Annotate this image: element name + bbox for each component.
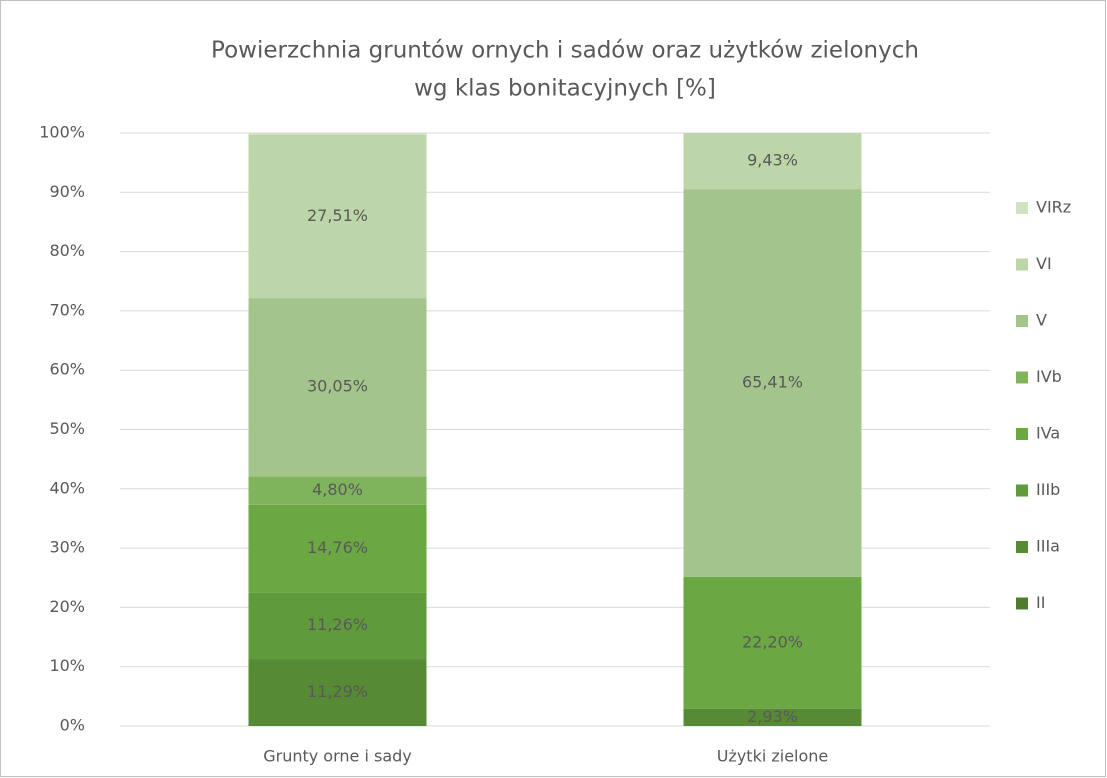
bar-segment bbox=[248, 504, 427, 593]
bar-segment bbox=[248, 659, 427, 726]
bar-segment bbox=[248, 298, 427, 477]
data-label: 14,76% bbox=[307, 538, 368, 557]
data-label: 11,26% bbox=[307, 615, 368, 634]
bar-segment bbox=[248, 133, 427, 135]
legend-label: II bbox=[1036, 593, 1045, 612]
bar-segment bbox=[683, 189, 862, 577]
bar-segment bbox=[683, 708, 862, 726]
legend-swatch bbox=[1016, 202, 1028, 214]
bar-segment bbox=[683, 576, 862, 709]
data-label: 4,80% bbox=[312, 480, 363, 499]
legend-label: IVa bbox=[1036, 424, 1060, 443]
data-label: 27,51% bbox=[307, 206, 368, 225]
legend-swatch bbox=[1016, 315, 1028, 327]
legend-swatch bbox=[1016, 484, 1028, 497]
y-tick-label: 100% bbox=[39, 123, 85, 142]
legend-label: VIRz bbox=[1036, 198, 1071, 217]
legend-label: V bbox=[1036, 311, 1047, 330]
legend-swatch bbox=[1016, 258, 1028, 271]
chart-title: wg klas bonitacyjnych [%] bbox=[414, 76, 716, 102]
legend-swatch bbox=[1016, 371, 1028, 384]
data-label: 65,41% bbox=[742, 373, 803, 392]
legend-label: IIIa bbox=[1036, 537, 1060, 556]
data-label: 22,20% bbox=[742, 632, 803, 651]
x-tick-label: Użytki zielone bbox=[717, 747, 829, 766]
legend-label: VI bbox=[1036, 254, 1052, 273]
chart-title: Powierzchnia gruntów ornych i sadów oraz… bbox=[211, 38, 919, 64]
y-tick-label: 20% bbox=[49, 597, 85, 616]
x-tick-label: Grunty orne i sady bbox=[263, 747, 412, 766]
y-tick-label: 10% bbox=[49, 656, 85, 675]
legend-swatch bbox=[1016, 428, 1028, 440]
y-tick-label: 70% bbox=[49, 300, 85, 319]
y-tick-label: 90% bbox=[49, 182, 85, 201]
y-tick-label: 50% bbox=[49, 419, 85, 438]
legend-label: IVb bbox=[1036, 367, 1062, 386]
data-label: 30,05% bbox=[307, 377, 368, 396]
y-tick-label: 40% bbox=[49, 478, 85, 497]
legend-label: IIIb bbox=[1036, 480, 1060, 499]
y-tick-label: 60% bbox=[49, 360, 85, 379]
bar-segment bbox=[248, 476, 427, 505]
bar-segment bbox=[248, 592, 427, 660]
y-tick-label: 80% bbox=[49, 241, 85, 260]
data-label: 9,43% bbox=[747, 151, 798, 170]
data-label: 2,93% bbox=[747, 707, 798, 726]
data-label: 11,29% bbox=[307, 682, 368, 701]
y-tick-label: 30% bbox=[49, 538, 85, 557]
legend-swatch bbox=[1016, 597, 1028, 610]
bar-segment bbox=[683, 133, 862, 190]
legend-swatch bbox=[1016, 541, 1028, 553]
y-tick-label: 0% bbox=[60, 716, 85, 735]
bar-segment bbox=[248, 134, 427, 299]
